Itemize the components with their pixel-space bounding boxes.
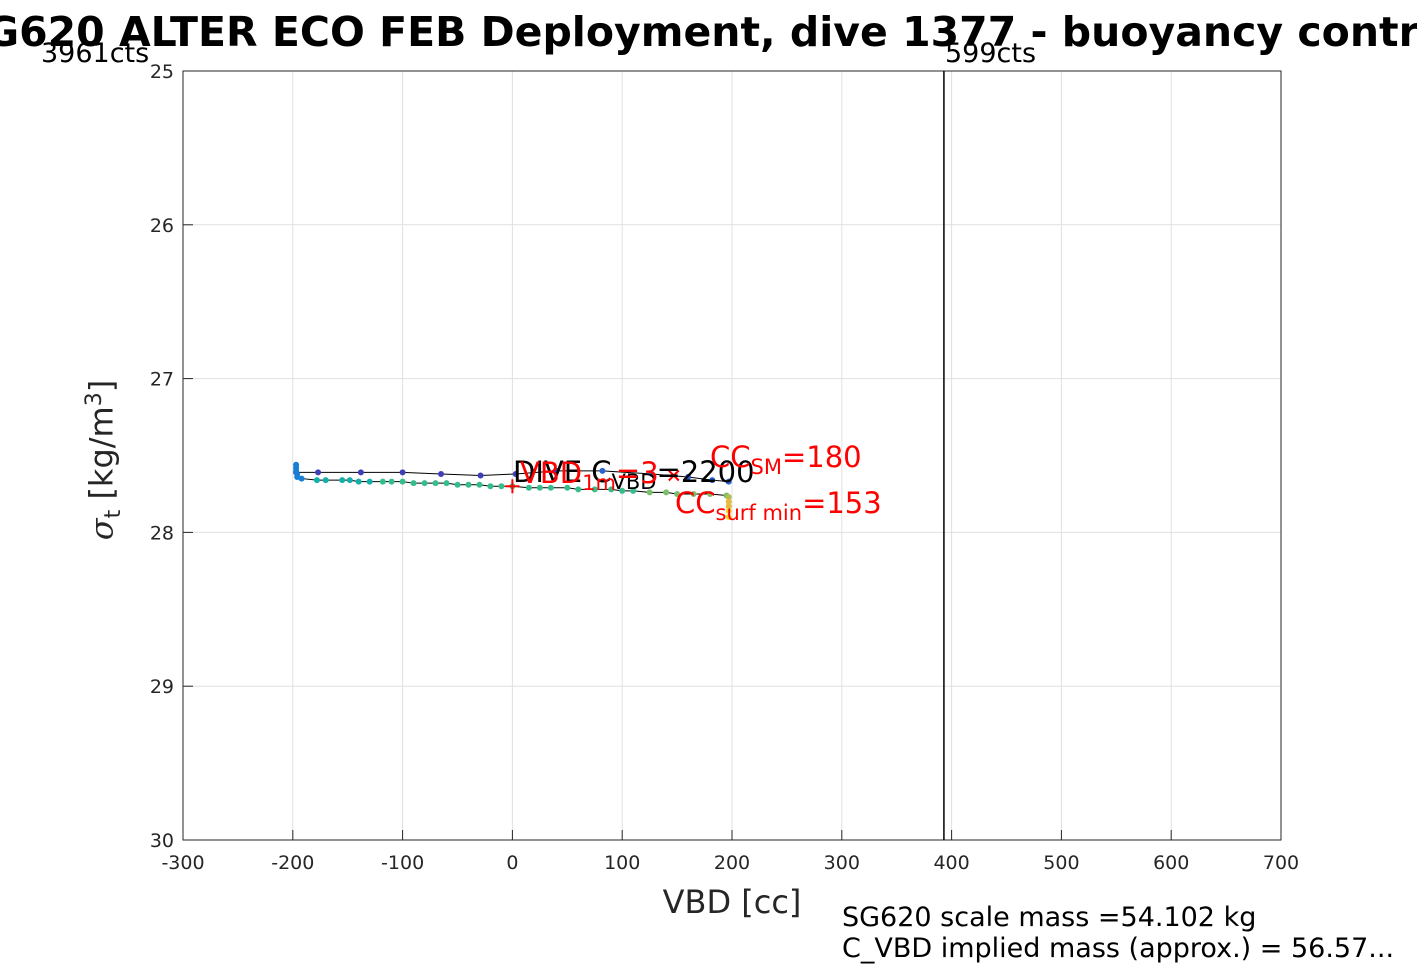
y-axis-label: σt [kg/m3]	[81, 379, 127, 541]
buoyancy-chart: -300 -200 -100 0 100 200 300 400 500 600 700 25 26 27…	[150, 61, 1299, 874]
data-point	[487, 483, 494, 490]
y-tick-label: 29	[150, 676, 174, 698]
data-point	[432, 480, 439, 487]
data-point	[379, 478, 386, 485]
cc-sm-annotation: CCSM=180	[710, 440, 862, 479]
data-point	[725, 503, 732, 510]
data-point	[591, 486, 598, 493]
data-point	[498, 483, 505, 490]
data-point	[564, 484, 571, 491]
x-tick-label: 400	[933, 852, 969, 874]
vbd-1m-annotation: VBD1m=3	[520, 456, 659, 495]
x-tick-label: -300	[161, 852, 204, 874]
data-point	[663, 489, 670, 496]
data-point	[685, 474, 692, 481]
data-point	[346, 477, 353, 484]
cc-sm-x-marker	[668, 469, 680, 482]
x-tick-label: 700	[1263, 852, 1299, 874]
chart-title: SG620 ALTER ECO FEB Deployment, dive 137…	[0, 8, 1417, 56]
data-point	[322, 477, 329, 484]
x-axis-label: VBD [cc]	[662, 883, 802, 921]
data-point	[298, 475, 305, 482]
data-point	[399, 478, 406, 485]
data-point	[366, 478, 373, 485]
data-point	[725, 494, 732, 501]
data-point	[725, 507, 732, 514]
x-tick-label: -200	[271, 852, 314, 874]
data-point	[648, 470, 655, 477]
data-point	[410, 480, 417, 487]
data-point	[725, 478, 732, 485]
data-point	[421, 480, 428, 487]
data-point	[619, 487, 626, 494]
data-point	[547, 484, 554, 491]
x-tick-label: 500	[1043, 852, 1079, 874]
data-point	[599, 467, 606, 474]
cc-surf-min-annotation: CCsurf min=153	[675, 486, 882, 525]
data-point	[476, 481, 483, 488]
data-points	[293, 461, 732, 521]
data-point	[725, 498, 732, 505]
data-point	[512, 470, 519, 477]
data-point	[355, 478, 362, 485]
data-point	[536, 484, 543, 491]
data-point	[709, 477, 716, 484]
counts-right-label: 599cts	[945, 38, 1037, 69]
data-point	[477, 472, 484, 479]
axis-ticks: -300 -200 -100 0 100 200 300 400 500 600 700 25 26 27…	[150, 61, 1299, 874]
x-tick-label: -100	[381, 852, 424, 874]
x-tick-label: 200	[714, 852, 750, 874]
y-tick-label: 26	[150, 215, 174, 237]
data-point	[399, 469, 406, 476]
x-tick-label: 600	[1153, 852, 1189, 874]
data-point	[315, 469, 322, 476]
data-point	[630, 487, 637, 494]
data-point	[525, 484, 532, 491]
data-point	[707, 490, 714, 497]
data-point	[438, 470, 445, 477]
counts-left-label: 3961cts	[41, 38, 150, 69]
c-vbd-annotation: DIVE CVBD=2200	[513, 455, 755, 494]
scale-mass-text: SG620 scale mass =54.102 kg	[842, 902, 1257, 933]
data-point	[313, 477, 320, 484]
data-point	[339, 477, 346, 484]
x-tick-label: 300	[824, 852, 860, 874]
data-point	[465, 481, 472, 488]
y-tick-label: 30	[150, 830, 174, 852]
data-point	[690, 490, 697, 497]
y-tick-label: 25	[150, 61, 174, 83]
x-tick-label: 0	[506, 852, 518, 874]
data-point	[357, 469, 364, 476]
data-point	[454, 481, 461, 488]
x-tick-label: 100	[604, 852, 640, 874]
data-point	[553, 467, 560, 474]
data-point	[674, 490, 681, 497]
data-point	[388, 478, 395, 485]
implied-mass-text: C_VBD implied mass (approx.) = 56.57...	[842, 933, 1395, 964]
y-tick-label: 28	[150, 522, 174, 544]
data-point	[575, 486, 582, 493]
data-point	[443, 480, 450, 487]
data-point	[608, 486, 615, 493]
y-tick-label: 27	[150, 369, 174, 391]
data-point	[725, 514, 732, 521]
annotation-markers	[505, 469, 680, 494]
data-point	[646, 489, 653, 496]
